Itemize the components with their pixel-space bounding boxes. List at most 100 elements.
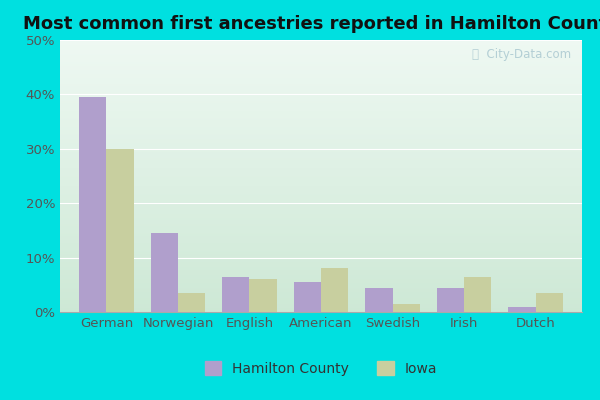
Bar: [250, 279, 277, 312]
Bar: [60, 305, 582, 306]
Bar: [60, 85, 582, 86]
Bar: [60, 46, 582, 47]
Text: ⓘ  City-Data.com: ⓘ City-Data.com: [472, 48, 572, 61]
Bar: [60, 228, 582, 229]
Bar: [60, 172, 582, 173]
Bar: [60, 161, 582, 162]
Bar: [60, 115, 582, 116]
Bar: [60, 96, 582, 97]
Bar: [60, 233, 582, 234]
Bar: [294, 282, 321, 312]
Bar: [60, 162, 582, 164]
Bar: [60, 104, 582, 105]
Bar: [60, 268, 582, 270]
Bar: [60, 142, 582, 143]
Bar: [60, 275, 582, 277]
Bar: [60, 145, 582, 146]
Bar: [60, 118, 582, 119]
Bar: [60, 298, 582, 300]
Bar: [60, 284, 582, 285]
Bar: [60, 300, 582, 301]
Bar: [60, 98, 582, 100]
Bar: [392, 304, 419, 312]
Bar: [60, 267, 582, 268]
Bar: [60, 309, 582, 311]
Bar: [60, 48, 582, 50]
Bar: [60, 264, 582, 266]
Bar: [60, 148, 582, 149]
Bar: [60, 158, 582, 160]
Bar: [60, 191, 582, 192]
Bar: [60, 56, 582, 58]
Bar: [60, 255, 582, 256]
Bar: [60, 282, 582, 284]
Bar: [60, 209, 582, 210]
Bar: [60, 114, 582, 115]
Bar: [60, 70, 582, 71]
Bar: [60, 221, 582, 222]
Bar: [60, 220, 582, 221]
Bar: [60, 198, 582, 199]
Bar: [536, 293, 563, 312]
Bar: [60, 259, 582, 260]
Bar: [60, 119, 582, 120]
Bar: [60, 213, 582, 214]
Bar: [60, 124, 582, 126]
Bar: [60, 59, 582, 60]
Bar: [60, 226, 582, 228]
Bar: [60, 206, 582, 207]
Bar: [60, 135, 582, 136]
Bar: [60, 107, 582, 108]
Bar: [60, 203, 582, 204]
Bar: [464, 277, 491, 312]
Bar: [60, 306, 582, 308]
Bar: [106, 149, 134, 312]
Bar: [60, 102, 582, 104]
Bar: [60, 271, 582, 272]
Bar: [60, 241, 582, 243]
Bar: [60, 77, 582, 78]
Bar: [60, 73, 582, 74]
Bar: [60, 112, 582, 114]
Bar: [60, 251, 582, 252]
Bar: [60, 232, 582, 233]
Bar: [60, 63, 582, 64]
Bar: [60, 116, 582, 118]
Bar: [60, 292, 582, 293]
Bar: [60, 192, 582, 194]
Bar: [60, 84, 582, 85]
Bar: [60, 40, 582, 41]
Bar: [60, 286, 582, 288]
Bar: [60, 105, 582, 107]
Bar: [60, 224, 582, 225]
Bar: [60, 263, 582, 264]
Bar: [508, 306, 536, 312]
Bar: [60, 260, 582, 262]
Bar: [60, 184, 582, 186]
Bar: [60, 176, 582, 177]
Bar: [60, 47, 582, 48]
Bar: [60, 301, 582, 302]
Bar: [60, 169, 582, 170]
Bar: [60, 92, 582, 93]
Bar: [60, 123, 582, 124]
Bar: [60, 168, 582, 169]
Bar: [60, 207, 582, 209]
Bar: [60, 108, 582, 109]
Bar: [60, 156, 582, 157]
Bar: [60, 166, 582, 168]
Bar: [60, 94, 582, 96]
Bar: [60, 131, 582, 132]
Bar: [60, 278, 582, 279]
Bar: [60, 190, 582, 191]
Bar: [60, 66, 582, 67]
Bar: [60, 214, 582, 216]
Bar: [60, 262, 582, 263]
Bar: [60, 243, 582, 244]
Bar: [60, 150, 582, 152]
Bar: [60, 165, 582, 166]
Bar: [60, 68, 582, 70]
Bar: [223, 277, 250, 312]
Bar: [60, 272, 582, 274]
Bar: [60, 296, 582, 297]
